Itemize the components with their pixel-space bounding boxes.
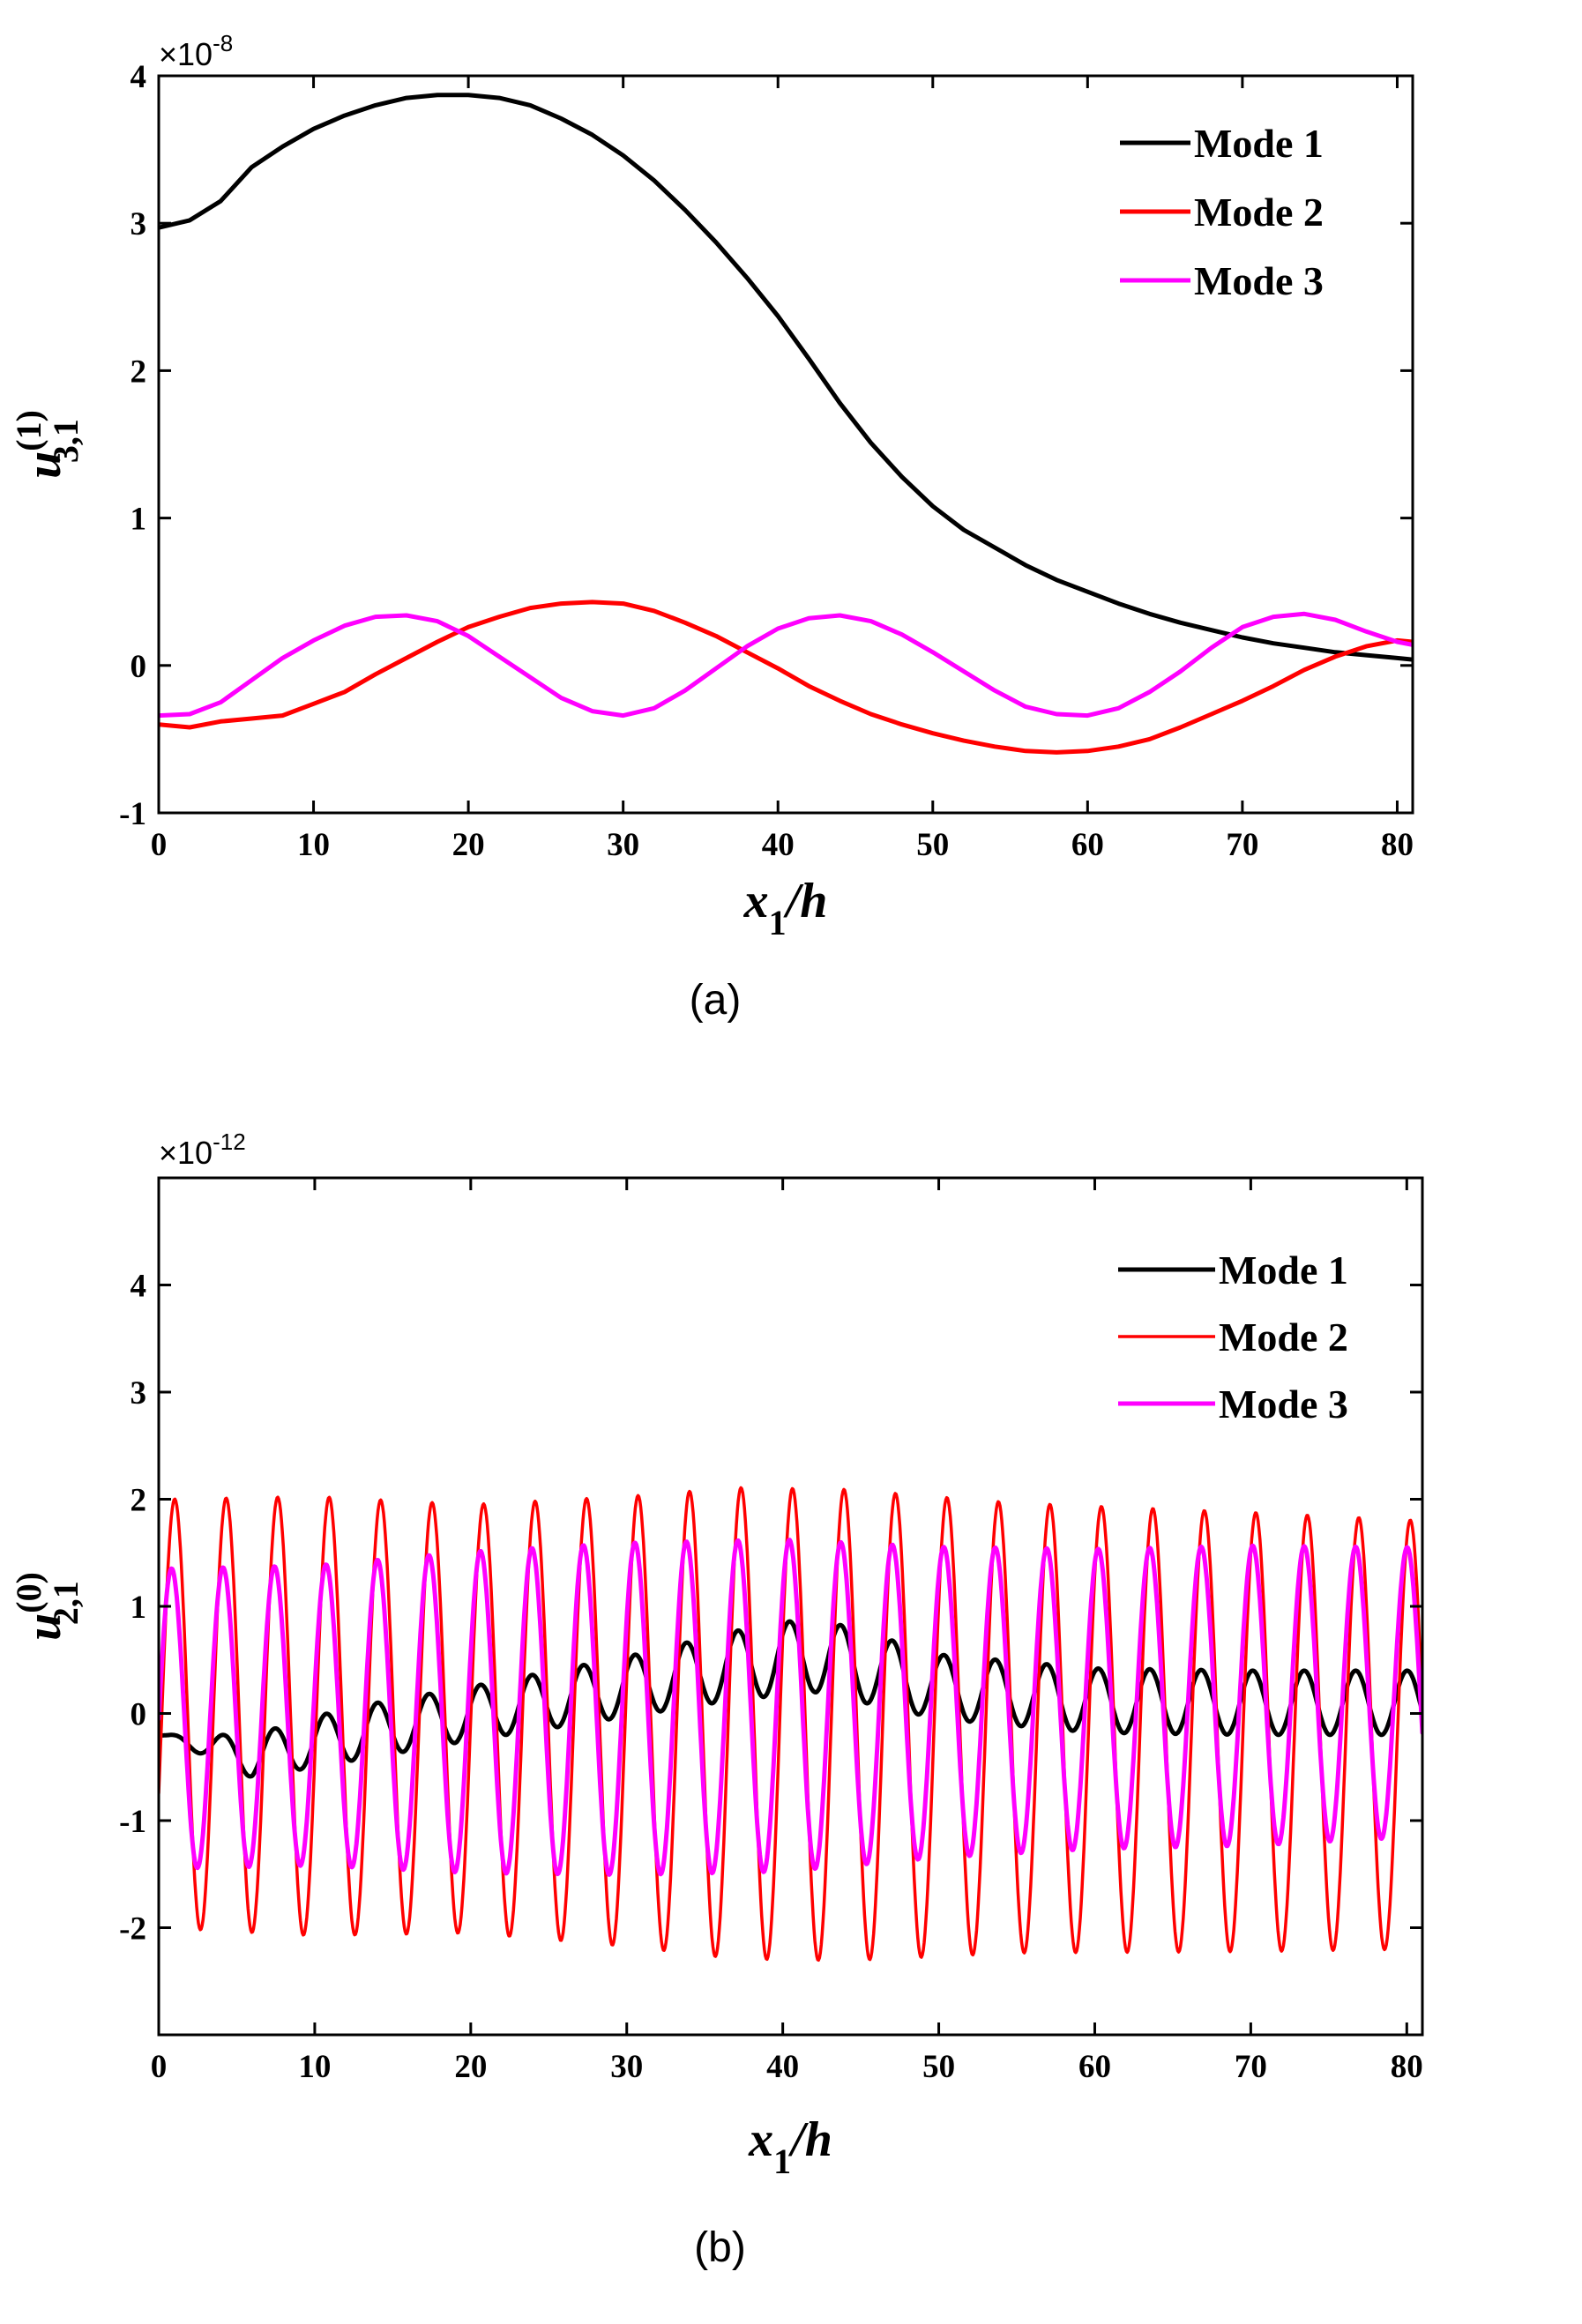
y-tick-label: 1 bbox=[131, 1590, 147, 1626]
x-label-main: x bbox=[743, 874, 769, 928]
x-tick-label: 30 bbox=[607, 827, 639, 863]
legend-label: Mode 1 bbox=[1219, 1248, 1348, 1292]
y-tick-label: 4 bbox=[131, 1269, 147, 1305]
chart-panel-b: 0 10 20 30 40 50 60 70 80-2-101234×10-12x1/hu(0)… bbox=[9, 1128, 1424, 2271]
x-label-tail: /h bbox=[787, 2112, 832, 2167]
y-label-sup: (1) bbox=[9, 410, 49, 451]
y-axis-exponent: ×10-12 bbox=[159, 1128, 246, 1171]
legend-label: Mode 2 bbox=[1194, 190, 1324, 235]
y-tick-label: 4 bbox=[131, 59, 147, 95]
legend-label: Mode 2 bbox=[1219, 1315, 1348, 1359]
exponent-power: -12 bbox=[213, 1128, 246, 1155]
exponent-prefix: ×10 bbox=[159, 36, 213, 72]
series-line-mode-2 bbox=[159, 1486, 1422, 1963]
x-tick-label: 80 bbox=[1381, 827, 1414, 863]
y-axis-label: u(1)3,1 bbox=[9, 410, 86, 479]
x-tick-label: 30 bbox=[610, 2049, 643, 2085]
axes-box bbox=[157, 1176, 1424, 2037]
y-axis-exponent: ×10-8 bbox=[159, 30, 233, 72]
x-axis-label: x1/h bbox=[743, 874, 828, 942]
series-line-mode-2 bbox=[159, 600, 1413, 755]
x-tick-label: 80 bbox=[1391, 2049, 1423, 2085]
series-line-mode-1 bbox=[159, 1619, 1422, 1779]
series-line-mode-1 bbox=[159, 93, 1413, 662]
x-tick-label: 10 bbox=[298, 2049, 331, 2085]
x-tick-label: 60 bbox=[1071, 827, 1104, 863]
y-tick-label: 0 bbox=[131, 1697, 147, 1733]
series-group bbox=[159, 1486, 1422, 1963]
x-tick-label: 50 bbox=[916, 827, 949, 863]
x-tick-label: 0 bbox=[151, 2049, 168, 2085]
x-axis-label: x1/h bbox=[748, 2112, 832, 2181]
y-tick-label: 2 bbox=[131, 1483, 147, 1519]
series-line-mode-3 bbox=[159, 1538, 1422, 1877]
axes-box bbox=[157, 74, 1414, 815]
y-tick-label: 2 bbox=[131, 354, 147, 390]
x-tick-label: 70 bbox=[1226, 827, 1258, 863]
exponent-prefix: ×10 bbox=[159, 1135, 213, 1171]
y-tick-label: 0 bbox=[131, 649, 147, 685]
x-tick-label: 60 bbox=[1078, 2049, 1111, 2085]
x-label-sub: 1 bbox=[773, 2142, 791, 2181]
x-label-tail: /h bbox=[783, 874, 828, 928]
y-label-sub: 3,1 bbox=[46, 419, 86, 463]
y-label-main: u bbox=[17, 451, 71, 479]
y-label-sub: 2,1 bbox=[46, 1581, 86, 1625]
x-tick-label: 70 bbox=[1235, 2049, 1267, 2085]
x-tick-label: 0 bbox=[151, 827, 168, 863]
x-tick-label: 40 bbox=[762, 827, 795, 863]
x-tick-label: 10 bbox=[297, 827, 330, 863]
figure-caption: (b) bbox=[694, 2224, 746, 2271]
legend-label: Mode 3 bbox=[1194, 258, 1324, 303]
y-axis-label: u(0)2,1 bbox=[9, 1572, 86, 1641]
x-tick-label: 40 bbox=[766, 2049, 799, 2085]
exponent-power: -8 bbox=[213, 30, 233, 56]
series-line-mode-3 bbox=[159, 611, 1413, 719]
y-label-sup: (0) bbox=[9, 1572, 49, 1613]
x-tick-label: 20 bbox=[452, 827, 485, 863]
y-tick-label: -1 bbox=[119, 796, 146, 832]
y-tick-label: 3 bbox=[131, 206, 147, 242]
y-tick-label: -1 bbox=[119, 1804, 146, 1840]
x-label-main: x bbox=[748, 2112, 773, 2167]
y-tick-label: 3 bbox=[131, 1375, 147, 1412]
y-tick-label: 1 bbox=[131, 502, 147, 538]
x-label-sub: 1 bbox=[769, 903, 787, 942]
series-group bbox=[159, 93, 1413, 755]
chart-panel-a: 0 10 20 30 40 50 60 70 80-101234×10-8x1/hu(1)3,1… bbox=[9, 30, 1414, 1024]
x-tick-label: 20 bbox=[454, 2049, 487, 2085]
legend-label: Mode 1 bbox=[1194, 121, 1324, 166]
y-label-main: u bbox=[17, 1613, 71, 1641]
x-tick-label: 50 bbox=[922, 2049, 955, 2085]
figure-caption: (a) bbox=[690, 977, 742, 1024]
y-tick-label: -2 bbox=[119, 1911, 146, 1948]
legend-label: Mode 3 bbox=[1219, 1382, 1348, 1426]
